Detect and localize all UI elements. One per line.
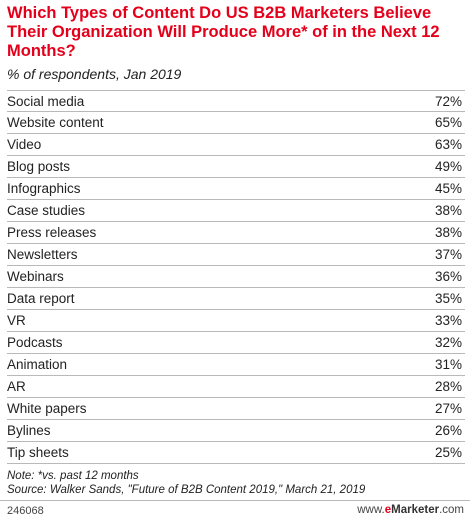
table-row: Press releases 38% xyxy=(7,222,465,244)
row-value: 38% xyxy=(434,203,462,218)
brand-e: e xyxy=(384,504,392,516)
table-row: Podcasts 32% xyxy=(7,332,465,354)
row-label: Webinars xyxy=(7,269,64,284)
row-label: White papers xyxy=(7,401,87,416)
row-value: 33% xyxy=(434,313,462,328)
table-row: Bylines 26% xyxy=(7,420,465,442)
row-label: Infographics xyxy=(7,181,81,196)
table-row: Social media 72% xyxy=(7,90,465,112)
row-value: 37% xyxy=(434,247,462,262)
brand-link[interactable]: www.eMarketer.com xyxy=(357,504,464,516)
row-label: Data report xyxy=(7,291,75,306)
brand-suffix: .com xyxy=(439,504,464,516)
note-text: Note: *vs. past 12 months xyxy=(7,470,139,482)
data-table: Social media 72% Website content 65% Video 63… xyxy=(7,90,465,464)
row-label: AR xyxy=(7,379,26,394)
table-row: Data report 35% xyxy=(7,288,465,310)
row-value: 25% xyxy=(434,445,462,460)
row-label: Tip sheets xyxy=(7,445,69,460)
table-row: Blog posts 49% xyxy=(7,156,465,178)
row-label: Social media xyxy=(7,93,85,109)
row-label: Blog posts xyxy=(7,159,71,174)
row-value: 38% xyxy=(434,225,462,240)
table-row: Website content 65% xyxy=(7,112,465,134)
table-row: VR 33% xyxy=(7,310,465,332)
table-row: Animation 31% xyxy=(7,354,465,376)
table-row: White papers 27% xyxy=(7,398,465,420)
row-label: Press releases xyxy=(7,225,97,240)
row-value: 63% xyxy=(434,137,462,152)
row-value: 26% xyxy=(434,423,462,438)
footer-divider xyxy=(0,500,470,501)
row-value: 65% xyxy=(434,115,462,130)
table-row: Webinars 36% xyxy=(7,266,465,288)
row-value: 27% xyxy=(434,401,462,416)
row-value: 49% xyxy=(434,159,462,174)
row-label: Podcasts xyxy=(7,335,63,350)
row-value: 32% xyxy=(434,335,462,350)
row-label: Case studies xyxy=(7,203,86,218)
brand-name: Marketer xyxy=(391,504,440,516)
row-label: VR xyxy=(7,313,26,328)
chart-title: Which Types of Content Do US B2B Markete… xyxy=(7,4,440,60)
table-row: Video 63% xyxy=(7,134,465,156)
row-label: Website content xyxy=(7,115,104,130)
row-value: 28% xyxy=(434,379,462,394)
row-label: Newsletters xyxy=(7,247,78,262)
chart-id: 246068 xyxy=(7,505,44,517)
table-row: Newsletters 37% xyxy=(7,244,465,266)
brand-prefix: www. xyxy=(357,504,385,516)
row-label: Video xyxy=(7,137,42,152)
table-row: AR 28% xyxy=(7,376,465,398)
table-row: Case studies 38% xyxy=(7,200,465,222)
row-value: 45% xyxy=(434,181,462,196)
table-row: Tip sheets 25% xyxy=(7,442,465,464)
row-value: 72% xyxy=(434,93,462,109)
row-value: 31% xyxy=(434,357,462,372)
row-value: 35% xyxy=(434,291,462,306)
row-value: 36% xyxy=(434,269,462,284)
table-row: Infographics 45% xyxy=(7,178,465,200)
row-label: Animation xyxy=(7,357,68,372)
chart-subtitle: % of respondents, Jan 2019 xyxy=(7,66,182,82)
source-text: Source: Walker Sands, "Future of B2B Con… xyxy=(7,484,366,496)
row-label: Bylines xyxy=(7,423,51,438)
chart-notes: Note: *vs. past 12 months Source: Walker… xyxy=(7,469,365,497)
